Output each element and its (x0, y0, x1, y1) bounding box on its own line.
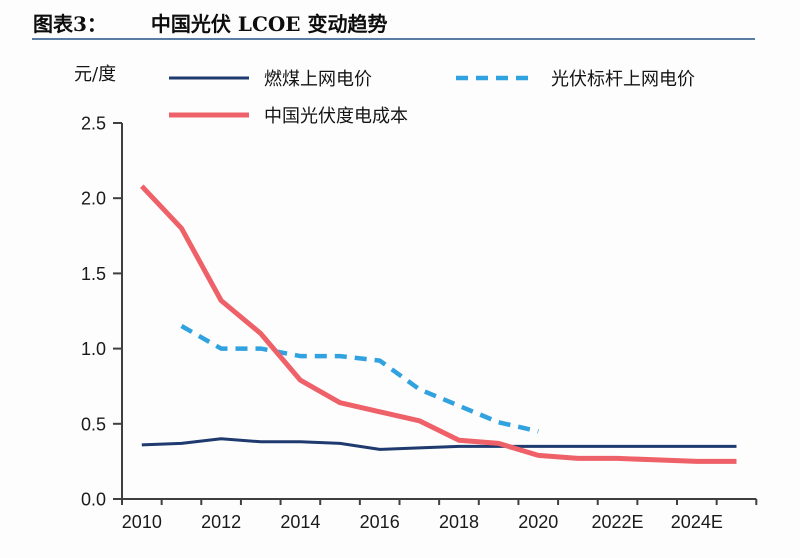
x-tick-label: 2012 (201, 512, 241, 532)
series-line-2 (139, 184, 737, 464)
figure-header: 图表3： 中国光伏 LCOE 变动趋势 (33, 8, 773, 37)
x-tick-label: 2014 (280, 512, 320, 532)
legend-item-coal-price: 燃煤上网电价 (168, 66, 372, 90)
series-line-1 (180, 324, 539, 434)
legend-label-coal-price: 燃煤上网电价 (264, 69, 372, 90)
y-tick-label: 1.5 (81, 264, 106, 284)
figure-number-label: 图表3： (33, 12, 107, 36)
x-tick-label: 2010 (122, 512, 162, 532)
y-axis-unit-label: 元/度 (74, 64, 117, 85)
legend-label-pv-benchmark-price: 光伏标杆上网电价 (551, 69, 695, 90)
title-underline (32, 38, 755, 40)
y-tick-label: 2.0 (81, 189, 106, 209)
series-line-0 (141, 437, 737, 451)
x-tick-label: 2016 (360, 512, 400, 532)
x-tick-label: 2020 (518, 512, 558, 532)
figure-title: 中国光伏 LCOE 变动趋势 (150, 12, 388, 36)
y-tick-label: 2.5 (81, 114, 106, 134)
y-tick-label: 0.0 (81, 490, 106, 510)
x-tick-label: 2018 (439, 512, 479, 532)
y-tick-label: 0.5 (81, 414, 106, 434)
pv-lcoe-line-swatch-icon (169, 112, 249, 118)
coal-line-swatch-icon (169, 76, 249, 80)
x-tick-label: 2022E (592, 512, 644, 532)
legend-label-pv-lcoe: 中国光伏度电成本 (264, 106, 408, 127)
y-tick-label: 1.0 (81, 339, 106, 359)
x-tick-label: 2024E (671, 512, 723, 532)
legend-item-pv-benchmark-price: 光伏标杆上网电价 (455, 66, 695, 90)
legend-item-pv-lcoe: 中国光伏度电成本 (168, 103, 408, 127)
pv-benchmark-dashed-swatch-icon (456, 75, 536, 81)
